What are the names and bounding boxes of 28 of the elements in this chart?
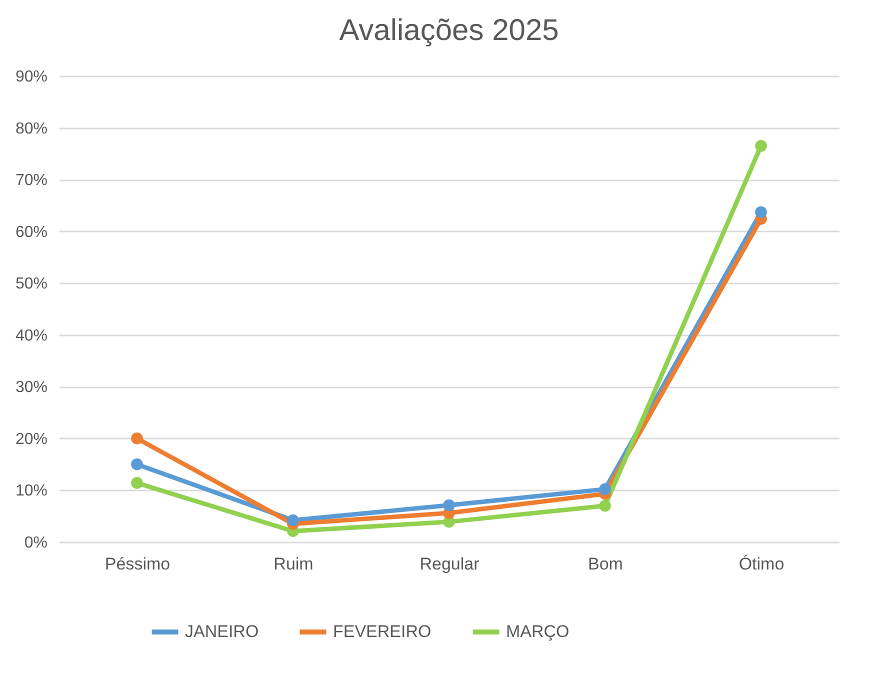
y-tick-label: 10% [15, 482, 48, 500]
y-tick-label: 40% [15, 327, 48, 344]
y-tick-label: 60% [15, 224, 48, 241]
y-tick-label: 0% [24, 534, 48, 552]
legend-label: JANEIRO [185, 622, 259, 641]
y-tick-label: 70% [15, 172, 48, 190]
x-tick-label: Ótimo [738, 554, 784, 574]
point [131, 432, 143, 444]
point [599, 483, 611, 496]
x-tick-label: Péssimo [104, 554, 170, 574]
point [755, 206, 767, 218]
point [131, 458, 143, 470]
legend-label: MARÇO [506, 622, 570, 641]
y-tick-label: 20% [15, 430, 48, 448]
point [755, 140, 767, 152]
y-tick-label: 50% [15, 276, 48, 293]
point [599, 500, 611, 512]
y-tick-label: 80% [15, 120, 48, 138]
point [287, 514, 299, 526]
x-tick-label: Bom [588, 554, 623, 574]
chart-title: Avaliações 2025 [339, 14, 559, 47]
x-tick-label: Ruim [274, 554, 314, 574]
y-tick-label: 30% [15, 379, 48, 396]
point [443, 499, 455, 512]
legend-label: FEVEREIRO [333, 622, 432, 641]
x-tick-label: Regular [420, 554, 480, 574]
y-tick-label: 90% [15, 68, 48, 86]
point [131, 477, 143, 489]
